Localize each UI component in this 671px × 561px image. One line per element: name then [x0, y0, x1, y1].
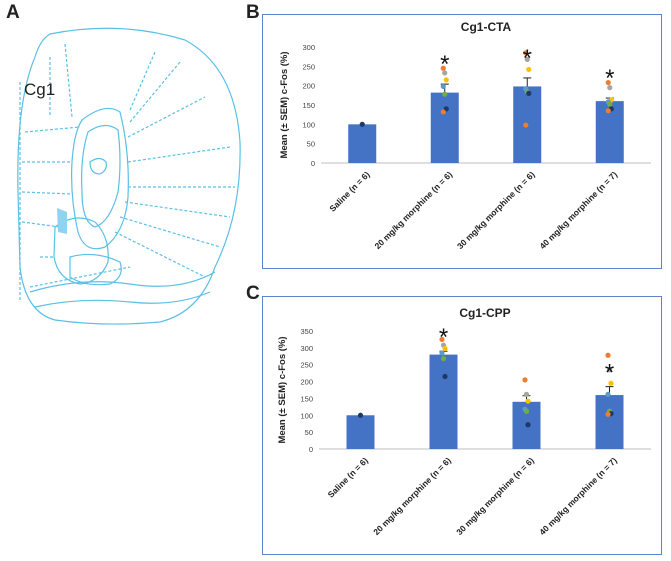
cpp-data-point: [523, 391, 530, 397]
cta-data-point: [605, 79, 611, 86]
cpp-data-point: [605, 391, 611, 397]
cpp-data-point: [608, 380, 614, 386]
cpp-data-point: [439, 350, 445, 356]
brain-lower-layer-2: [34, 291, 211, 308]
cg1-cpp-chart: Cg1-CPP Mean (± SEM) c-Fos (%) 0 50 100 150 20…: [277, 306, 651, 537]
cpp-bar: [429, 354, 458, 449]
brain-atlas-diagram: [17, 27, 241, 325]
cta-y-tick-label: 100: [302, 120, 315, 129]
chart-c-frame: Cg1-CPP Mean (± SEM) c-Fos (%) 0 50 100 150 20…: [262, 296, 662, 555]
cg1-region-label: Cg1: [24, 80, 56, 99]
cpp-data-point: [442, 373, 448, 380]
cta-category-label: 30 mg/kg morphine (n = 6): [455, 169, 537, 251]
cpp-y-tick-label: 150: [300, 394, 313, 403]
cpp-significance-star: *: [439, 324, 448, 351]
cta-significance-star: *: [440, 51, 449, 78]
cpp-bar: [595, 395, 624, 449]
cpp-data-point: [525, 398, 531, 404]
cpp-data-point: [439, 336, 445, 343]
brain-cortical-boundaries: [21, 43, 235, 288]
cta-data-point: [359, 121, 365, 127]
panel-label-a: A: [6, 2, 20, 23]
cpp-y-tick-label: 200: [300, 378, 313, 387]
brain-striatum: [53, 217, 109, 285]
cpp-title: Cg1-CPP: [459, 306, 510, 320]
cta-data-point: [440, 109, 446, 115]
cpp-y-tick-label: 0: [309, 445, 313, 454]
cta-data-point: [523, 122, 529, 128]
cta-data-point: [442, 91, 448, 97]
cta-y-tick-label: 250: [302, 62, 315, 71]
cpp-y-tick-label: 100: [300, 411, 313, 420]
brain-ventricle-contour: [71, 107, 129, 250]
brain-inner-structure: [81, 124, 121, 228]
cpp-category-label: 20 mg/kg morphine (n = 6): [371, 455, 453, 537]
cta-category-label: 20 mg/kg morphine (n = 6): [372, 169, 454, 251]
cpp-y-tick-label: 250: [300, 361, 313, 370]
cta-y-tick-label: 300: [302, 43, 315, 52]
cta-bar: [430, 92, 459, 163]
cpp-y-axis-label: Mean (± SEM) c-Fos (%): [277, 336, 288, 443]
cta-data-point: [440, 65, 446, 71]
cta-significance-star: *: [523, 45, 532, 72]
cpp-data-point: [605, 352, 611, 358]
cta-data-point: [607, 101, 613, 107]
cpp-data-point: [522, 377, 528, 383]
cpp-data-point: [606, 367, 613, 373]
cta-y-axis-label: Mean (± SEM) c-Fos (%): [279, 51, 290, 158]
cta-data-point: [523, 50, 529, 56]
cta-category-label: 40 mg/kg morphine (n = 7): [537, 169, 619, 251]
cta-data-point: [443, 77, 449, 83]
cpp-y-tick-label: 350: [300, 327, 313, 336]
cpp-category-label: 40 mg/kg morphine (n = 7): [537, 455, 619, 537]
cta-data-point: [526, 90, 532, 96]
brain-lower-layer: [29, 271, 216, 293]
cpp-bar: [346, 415, 375, 449]
chart-b-frame: Cg1-CTA Mean (± SEM) c-Fos (%) 0 50 100 150 20…: [262, 14, 662, 269]
cta-y-tick-label: 0: [311, 159, 315, 168]
cpp-significance-star: *: [605, 360, 614, 387]
cta-category-label: Saline (n = 6): [327, 169, 371, 213]
cg1-cta-chart: Cg1-CTA Mean (± SEM) c-Fos (%) 0 50 100 150 20…: [279, 20, 651, 251]
brain-basal-region: [69, 253, 122, 286]
cta-y-tick-label: 200: [302, 82, 315, 91]
cpp-y-tick-label: 300: [300, 344, 313, 353]
cta-data-point: [442, 70, 448, 76]
cpp-data-point: [440, 356, 447, 362]
cpp-data-point: [525, 422, 531, 428]
cta-title: Cg1-CTA: [461, 20, 512, 34]
cta-data-point: [526, 66, 532, 73]
brain-small-nucleus: [89, 157, 107, 175]
panel-label-c: C: [246, 283, 260, 304]
brain-outer-contour: [17, 27, 241, 325]
cta-y-tick-label: 150: [302, 101, 315, 110]
cpp-data-point: [357, 412, 364, 418]
cta-y-tick-label: 50: [307, 140, 315, 149]
cpp-y-tick-label: 50: [305, 428, 313, 437]
cta-significance-star: *: [605, 65, 614, 92]
cpp-category-label: 30 mg/kg morphine (n = 6): [454, 455, 536, 537]
panel-label-b: B: [246, 2, 260, 23]
cpp-data-point: [442, 345, 448, 352]
cta-data-point: [440, 83, 446, 90]
brain-highlight-region: [57, 208, 67, 234]
cta-data-point: [524, 56, 530, 62]
cpp-data-point: [605, 411, 611, 417]
cta-bar: [348, 124, 377, 163]
cpp-category-label: Saline (n = 6): [326, 455, 370, 499]
cta-data-point: [607, 85, 613, 91]
cta-data-point: [605, 108, 611, 114]
cpp-data-point: [523, 408, 530, 414]
